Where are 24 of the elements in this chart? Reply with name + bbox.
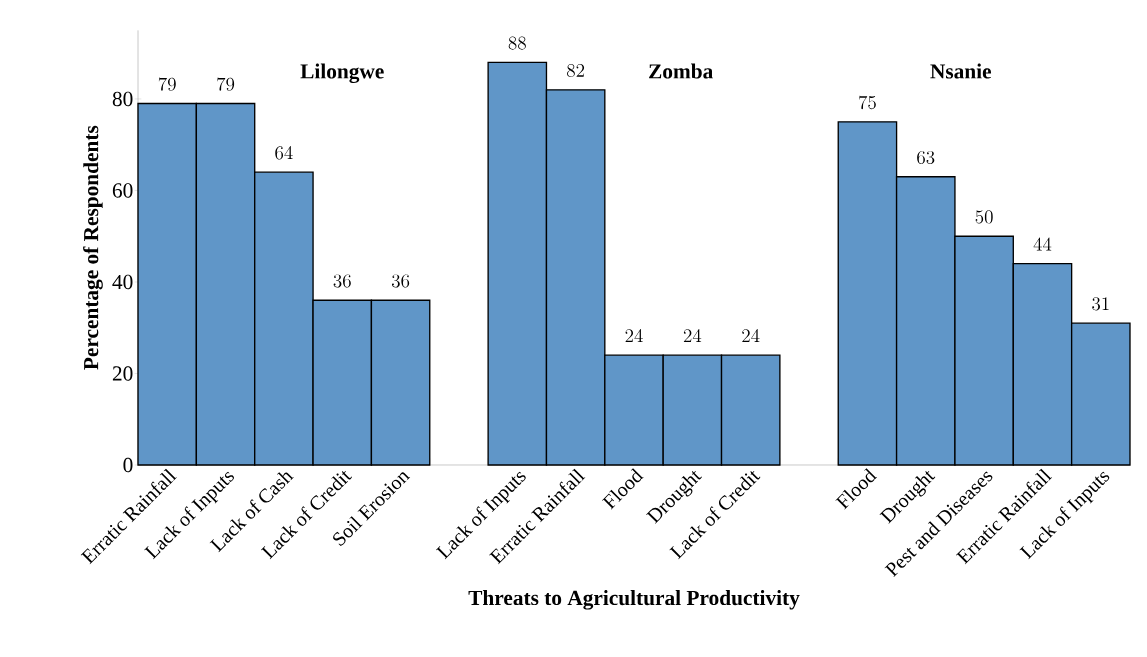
data-label: 75 bbox=[859, 95, 876, 110]
data-label: 88 bbox=[508, 36, 526, 50]
data-label: 79 bbox=[217, 77, 235, 91]
data-label: 36 bbox=[333, 274, 351, 288]
data-label: 50 bbox=[975, 210, 993, 224]
y-tick-label: 80 bbox=[112, 91, 133, 107]
y-axis-title: Percentage of Respondents bbox=[83, 125, 103, 370]
annotation: Nsanie bbox=[930, 63, 992, 79]
data-label: 36 bbox=[391, 274, 410, 288]
y-tick-label: 60 bbox=[112, 183, 133, 198]
data-label: 31 bbox=[1092, 297, 1109, 311]
data-label: 79 bbox=[158, 77, 176, 91]
y-tick-label: 40 bbox=[112, 274, 133, 290]
x-axis-title: Threats to Agricultural Productivity bbox=[468, 590, 800, 610]
data-label: 24 bbox=[625, 329, 643, 343]
data-label: 64 bbox=[275, 146, 293, 160]
data-label: 44 bbox=[1033, 237, 1052, 251]
y-tick-label: 20 bbox=[112, 366, 133, 381]
annotation: Zomba bbox=[649, 63, 713, 79]
data-label: 24 bbox=[742, 329, 760, 343]
data-label: 82 bbox=[567, 63, 585, 78]
data-label: 63 bbox=[917, 150, 935, 165]
data-label: 24 bbox=[683, 329, 702, 343]
annotation: Lilongwe bbox=[300, 63, 384, 84]
